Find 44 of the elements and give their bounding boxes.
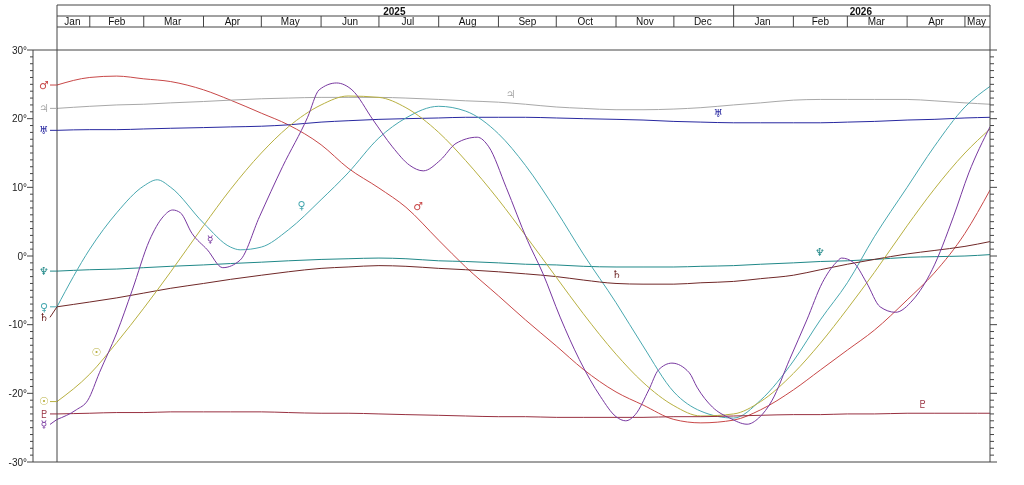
- y-tick-label: 0°: [17, 250, 27, 262]
- y-tick-label: 10°: [11, 181, 27, 193]
- x-tick-label: Apr: [224, 16, 241, 27]
- x-tick-label: Feb: [811, 16, 830, 27]
- y-tick-label: -20°: [8, 387, 27, 399]
- x-tick-label: Apr: [928, 16, 945, 27]
- legend-label: ♇: [39, 407, 49, 421]
- x-tick-label: Dec: [693, 16, 712, 27]
- legend-label: ♂: [39, 78, 49, 92]
- x-tick-label: Oct: [577, 16, 594, 27]
- legend-label: ♅: [39, 124, 49, 138]
- annotation: ♂: [413, 200, 424, 214]
- legend-label: ♀: [39, 300, 49, 314]
- legend-label: ♃: [39, 102, 49, 116]
- y-tick-label: 30°: [11, 44, 27, 56]
- x-tick-label: Feb: [108, 16, 126, 27]
- x-tick-label: Jan: [754, 16, 771, 27]
- x-tick-label: Sep: [518, 16, 537, 27]
- annotation: ♀: [297, 199, 306, 213]
- legend-label: ☿: [40, 418, 48, 432]
- y-tick-label: -10°: [8, 319, 27, 331]
- annotation: ☿: [206, 233, 214, 247]
- x2-tick-label: 2026: [849, 5, 873, 17]
- x-tick-label: Jul: [401, 16, 415, 27]
- y-tick-label: 20°: [11, 113, 27, 125]
- x-tick-label: Nov: [636, 16, 654, 27]
- legend-label: ☉: [39, 395, 49, 409]
- legend-label: ♆: [39, 264, 49, 278]
- annotation: ♇: [917, 398, 928, 412]
- annotation: ♄: [611, 268, 622, 282]
- annotation: ♅: [713, 106, 724, 120]
- x-tick-label: Jan: [64, 16, 81, 27]
- x-tick-label: Aug: [458, 16, 477, 27]
- x-tick-label: May: [280, 16, 300, 27]
- series-label: ♄: [39, 311, 49, 325]
- x-tick-label: May: [967, 16, 986, 27]
- annotation: ☉: [91, 346, 102, 360]
- x-tick-label: Jun: [341, 16, 359, 27]
- x-tick-label: Mar: [867, 16, 886, 27]
- annotation: ♆: [815, 246, 825, 260]
- x-tick-label: Mar: [164, 16, 182, 27]
- y-tick-label: -30°: [8, 456, 27, 468]
- x2-tick-label: 2025: [383, 5, 406, 17]
- annotation: ♃: [505, 87, 516, 101]
